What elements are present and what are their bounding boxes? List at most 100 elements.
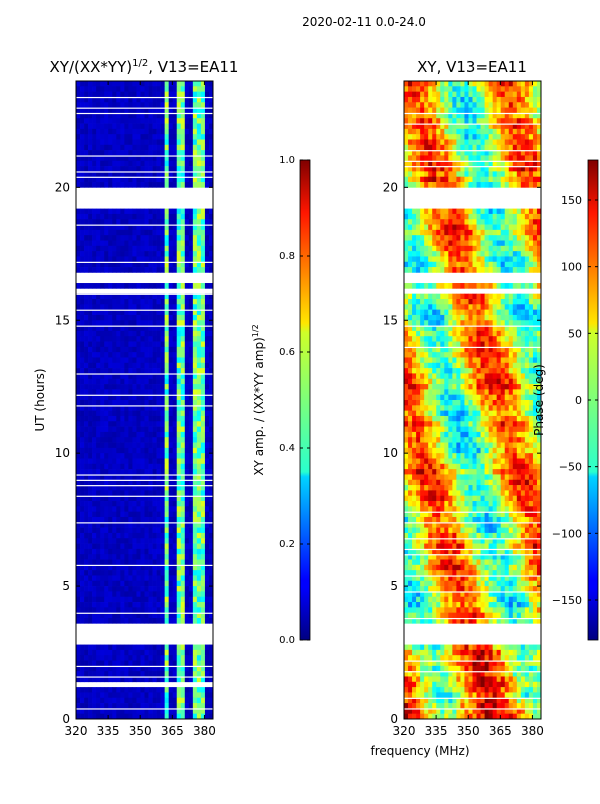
heatmap-cell — [529, 304, 533, 310]
heatmap-cell — [120, 209, 124, 215]
heatmap-cell — [157, 703, 161, 709]
heatmap-cell — [165, 102, 169, 108]
heatmap-cell — [112, 129, 116, 135]
heatmap-cell — [88, 650, 92, 656]
heatmap-cell — [193, 607, 197, 613]
heatmap-cell — [181, 607, 185, 613]
heatmap-cell — [128, 342, 132, 348]
heatmap-cell — [100, 538, 104, 544]
scan-gap — [404, 124, 541, 125]
heatmap-cell — [517, 267, 521, 273]
heatmap-cell — [525, 209, 529, 215]
heatmap-cell — [165, 464, 169, 470]
heatmap-cell — [177, 363, 181, 369]
heatmap-cell — [165, 150, 169, 156]
heatmap-cell — [181, 506, 185, 512]
heatmap-cell — [153, 501, 157, 507]
heatmap-cell — [153, 347, 157, 353]
heatmap-cell — [509, 171, 513, 177]
heatmap-cell — [517, 108, 521, 114]
heatmap-cell — [177, 235, 181, 241]
heatmap-cell — [136, 490, 140, 496]
heatmap-cell — [201, 437, 205, 443]
heatmap-cell — [100, 241, 104, 247]
heatmap-cell — [92, 554, 96, 560]
heatmap-cell — [161, 533, 165, 539]
heatmap-cell — [181, 618, 185, 624]
heatmap-cell — [88, 671, 92, 677]
heatmap-cell — [468, 92, 472, 98]
heatmap-cell — [80, 134, 84, 140]
heatmap-cell — [84, 214, 88, 220]
heatmap-cell — [521, 118, 525, 124]
heatmap-cell — [116, 86, 120, 92]
heatmap-cell — [169, 437, 173, 443]
heatmap-cell — [448, 102, 452, 108]
heatmap-cell — [197, 671, 201, 677]
heatmap-cell — [124, 703, 128, 709]
heatmap-cell — [76, 586, 80, 592]
heatmap-cell — [452, 102, 456, 108]
heatmap-cell — [497, 155, 501, 161]
heatmap-cell — [132, 161, 136, 167]
heatmap-cell — [189, 299, 193, 305]
heatmap-cell — [84, 560, 88, 566]
heatmap-cell — [161, 118, 165, 124]
heatmap-cell — [120, 506, 124, 512]
heatmap-cell — [96, 443, 100, 449]
heatmap-cell — [485, 235, 489, 241]
heatmap-cell — [181, 81, 185, 87]
heatmap-cell — [124, 214, 128, 220]
heatmap-cell — [84, 246, 88, 252]
heatmap-cell — [529, 177, 533, 183]
heatmap-cell — [460, 299, 464, 305]
heatmap-cell — [404, 155, 408, 161]
heatmap-cell — [112, 453, 116, 459]
heatmap-cell — [473, 92, 477, 98]
heatmap-cell — [92, 443, 96, 449]
heatmap-cell — [456, 209, 460, 215]
heatmap-cell — [505, 225, 509, 231]
heatmap-cell — [173, 607, 177, 613]
heatmap-cell — [197, 134, 201, 140]
heatmap-cell — [193, 336, 197, 342]
heatmap-cell — [533, 246, 537, 252]
heatmap-cell — [205, 219, 209, 225]
heatmap-cell — [165, 304, 169, 310]
heatmap-cell — [132, 379, 136, 385]
heatmap-cell — [416, 219, 420, 225]
heatmap-cell — [145, 161, 149, 167]
heatmap-cell — [92, 150, 96, 156]
heatmap-cell — [108, 368, 112, 374]
heatmap-cell — [120, 363, 124, 369]
heatmap-cell — [80, 533, 84, 539]
heatmap-cell — [153, 102, 157, 108]
heatmap-cell — [140, 575, 144, 581]
heatmap-cell — [493, 171, 497, 177]
heatmap-cell — [128, 400, 132, 406]
heatmap-cell — [505, 304, 509, 310]
heatmap-cell — [513, 225, 517, 231]
heatmap-cell — [444, 118, 448, 124]
heatmap-cell — [92, 92, 96, 98]
heatmap-cell — [120, 139, 124, 145]
heatmap-cell — [116, 124, 120, 130]
heatmap-cell — [108, 267, 112, 273]
heatmap-cell — [104, 379, 108, 385]
heatmap-cell — [197, 124, 201, 130]
heatmap-cell — [468, 294, 472, 300]
heatmap-cell — [181, 671, 185, 677]
heatmap-cell — [432, 177, 436, 183]
heatmap-cell — [120, 342, 124, 348]
heatmap-cell — [477, 241, 481, 247]
heatmap-cell — [153, 453, 157, 459]
heatmap-cell — [153, 661, 157, 667]
heatmap-cell — [420, 235, 424, 241]
heatmap-cell — [420, 134, 424, 140]
heatmap-cell — [452, 256, 456, 262]
heatmap-cell — [412, 177, 416, 183]
heatmap-cell — [185, 384, 189, 390]
heatmap-cell — [124, 320, 128, 326]
heatmap-cell — [169, 448, 173, 454]
heatmap-cell — [136, 368, 140, 374]
